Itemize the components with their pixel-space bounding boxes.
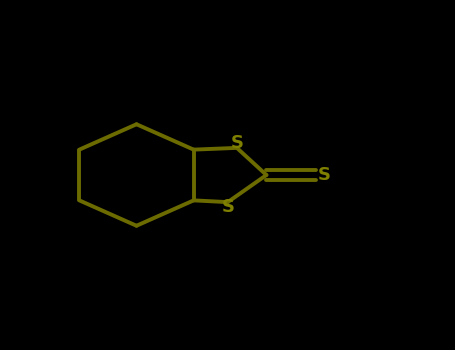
Text: S: S <box>230 134 243 152</box>
Text: S: S <box>318 166 331 184</box>
Text: S: S <box>221 198 234 216</box>
